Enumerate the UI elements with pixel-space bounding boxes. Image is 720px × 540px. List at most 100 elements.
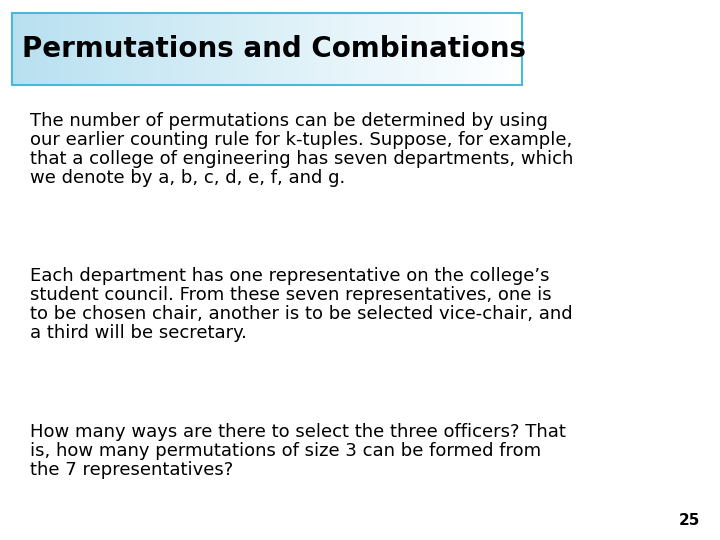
Bar <box>333 13 339 85</box>
Bar <box>104 13 109 85</box>
Bar <box>226 13 232 85</box>
Bar <box>206 13 212 85</box>
Bar <box>497 13 502 85</box>
Bar <box>456 13 462 85</box>
Bar <box>216 13 222 85</box>
Text: our earlier counting rule for k-tuples. Suppose, for example,: our earlier counting rule for k-tuples. … <box>30 131 572 149</box>
Bar <box>140 13 145 85</box>
Bar <box>374 13 379 85</box>
Bar <box>42 13 48 85</box>
Bar <box>196 13 201 85</box>
Bar <box>297 13 303 85</box>
Bar <box>175 13 181 85</box>
Bar <box>431 13 436 85</box>
Bar <box>236 13 242 85</box>
Bar <box>211 13 217 85</box>
Bar <box>277 13 283 85</box>
Bar <box>348 13 354 85</box>
Bar <box>425 13 431 85</box>
Text: a third will be secretary.: a third will be secretary. <box>30 324 247 342</box>
Bar <box>384 13 390 85</box>
Bar <box>364 13 369 85</box>
Bar <box>415 13 420 85</box>
Bar <box>451 13 456 85</box>
Bar <box>135 13 140 85</box>
Bar <box>405 13 410 85</box>
Bar <box>145 13 150 85</box>
Bar <box>461 13 467 85</box>
Bar <box>22 13 28 85</box>
Text: student council. From these seven representatives, one is: student council. From these seven repres… <box>30 286 552 304</box>
Bar <box>114 13 120 85</box>
Bar <box>318 13 323 85</box>
Bar <box>517 13 523 85</box>
Bar <box>27 13 33 85</box>
Bar <box>160 13 166 85</box>
Bar <box>308 13 313 85</box>
Bar <box>369 13 374 85</box>
Bar <box>186 13 191 85</box>
Bar <box>165 13 171 85</box>
Bar <box>68 13 73 85</box>
Bar <box>507 13 513 85</box>
Bar <box>155 13 161 85</box>
Bar <box>32 13 38 85</box>
Bar <box>37 13 43 85</box>
Bar <box>302 13 308 85</box>
Bar <box>267 13 273 85</box>
Text: to be chosen chair, another is to be selected vice-chair, and: to be chosen chair, another is to be sel… <box>30 305 572 323</box>
Bar <box>486 13 492 85</box>
Bar <box>272 13 278 85</box>
Bar <box>241 13 247 85</box>
Bar <box>262 13 268 85</box>
Text: is, how many permutations of size 3 can be formed from: is, how many permutations of size 3 can … <box>30 442 541 460</box>
Bar <box>53 13 58 85</box>
Bar <box>287 13 293 85</box>
Bar <box>379 13 384 85</box>
Bar <box>481 13 487 85</box>
Bar <box>502 13 507 85</box>
Bar <box>292 13 298 85</box>
Bar <box>12 13 522 85</box>
Text: The number of permutations can be determined by using: The number of permutations can be determ… <box>30 112 548 130</box>
Bar <box>390 13 395 85</box>
Text: 25: 25 <box>679 513 700 528</box>
Bar <box>410 13 415 85</box>
Bar <box>466 13 472 85</box>
Bar <box>89 13 94 85</box>
Bar <box>282 13 288 85</box>
Bar <box>109 13 114 85</box>
Text: the 7 representatives?: the 7 representatives? <box>30 461 233 479</box>
Bar <box>400 13 405 85</box>
Bar <box>395 13 400 85</box>
Bar <box>170 13 176 85</box>
Bar <box>84 13 89 85</box>
Bar <box>420 13 426 85</box>
Bar <box>257 13 262 85</box>
Bar <box>359 13 364 85</box>
Bar <box>221 13 227 85</box>
Bar <box>150 13 156 85</box>
Bar <box>73 13 78 85</box>
Bar <box>343 13 349 85</box>
Bar <box>512 13 518 85</box>
Bar <box>12 13 17 85</box>
Bar <box>338 13 344 85</box>
Bar <box>17 13 23 85</box>
Bar <box>328 13 334 85</box>
Bar <box>313 13 318 85</box>
Bar <box>94 13 99 85</box>
Bar <box>130 13 135 85</box>
Text: we denote by a, b, c, d, e, f, and g.: we denote by a, b, c, d, e, f, and g. <box>30 169 346 187</box>
Text: Each department has one representative on the college’s: Each department has one representative o… <box>30 267 549 285</box>
Bar <box>63 13 68 85</box>
Bar <box>441 13 446 85</box>
Bar <box>354 13 359 85</box>
Text: Permutations and Combinations: Permutations and Combinations <box>22 35 526 63</box>
Bar <box>323 13 329 85</box>
Bar <box>99 13 104 85</box>
Bar <box>125 13 130 85</box>
Bar <box>436 13 441 85</box>
Bar <box>246 13 252 85</box>
Bar <box>119 13 125 85</box>
